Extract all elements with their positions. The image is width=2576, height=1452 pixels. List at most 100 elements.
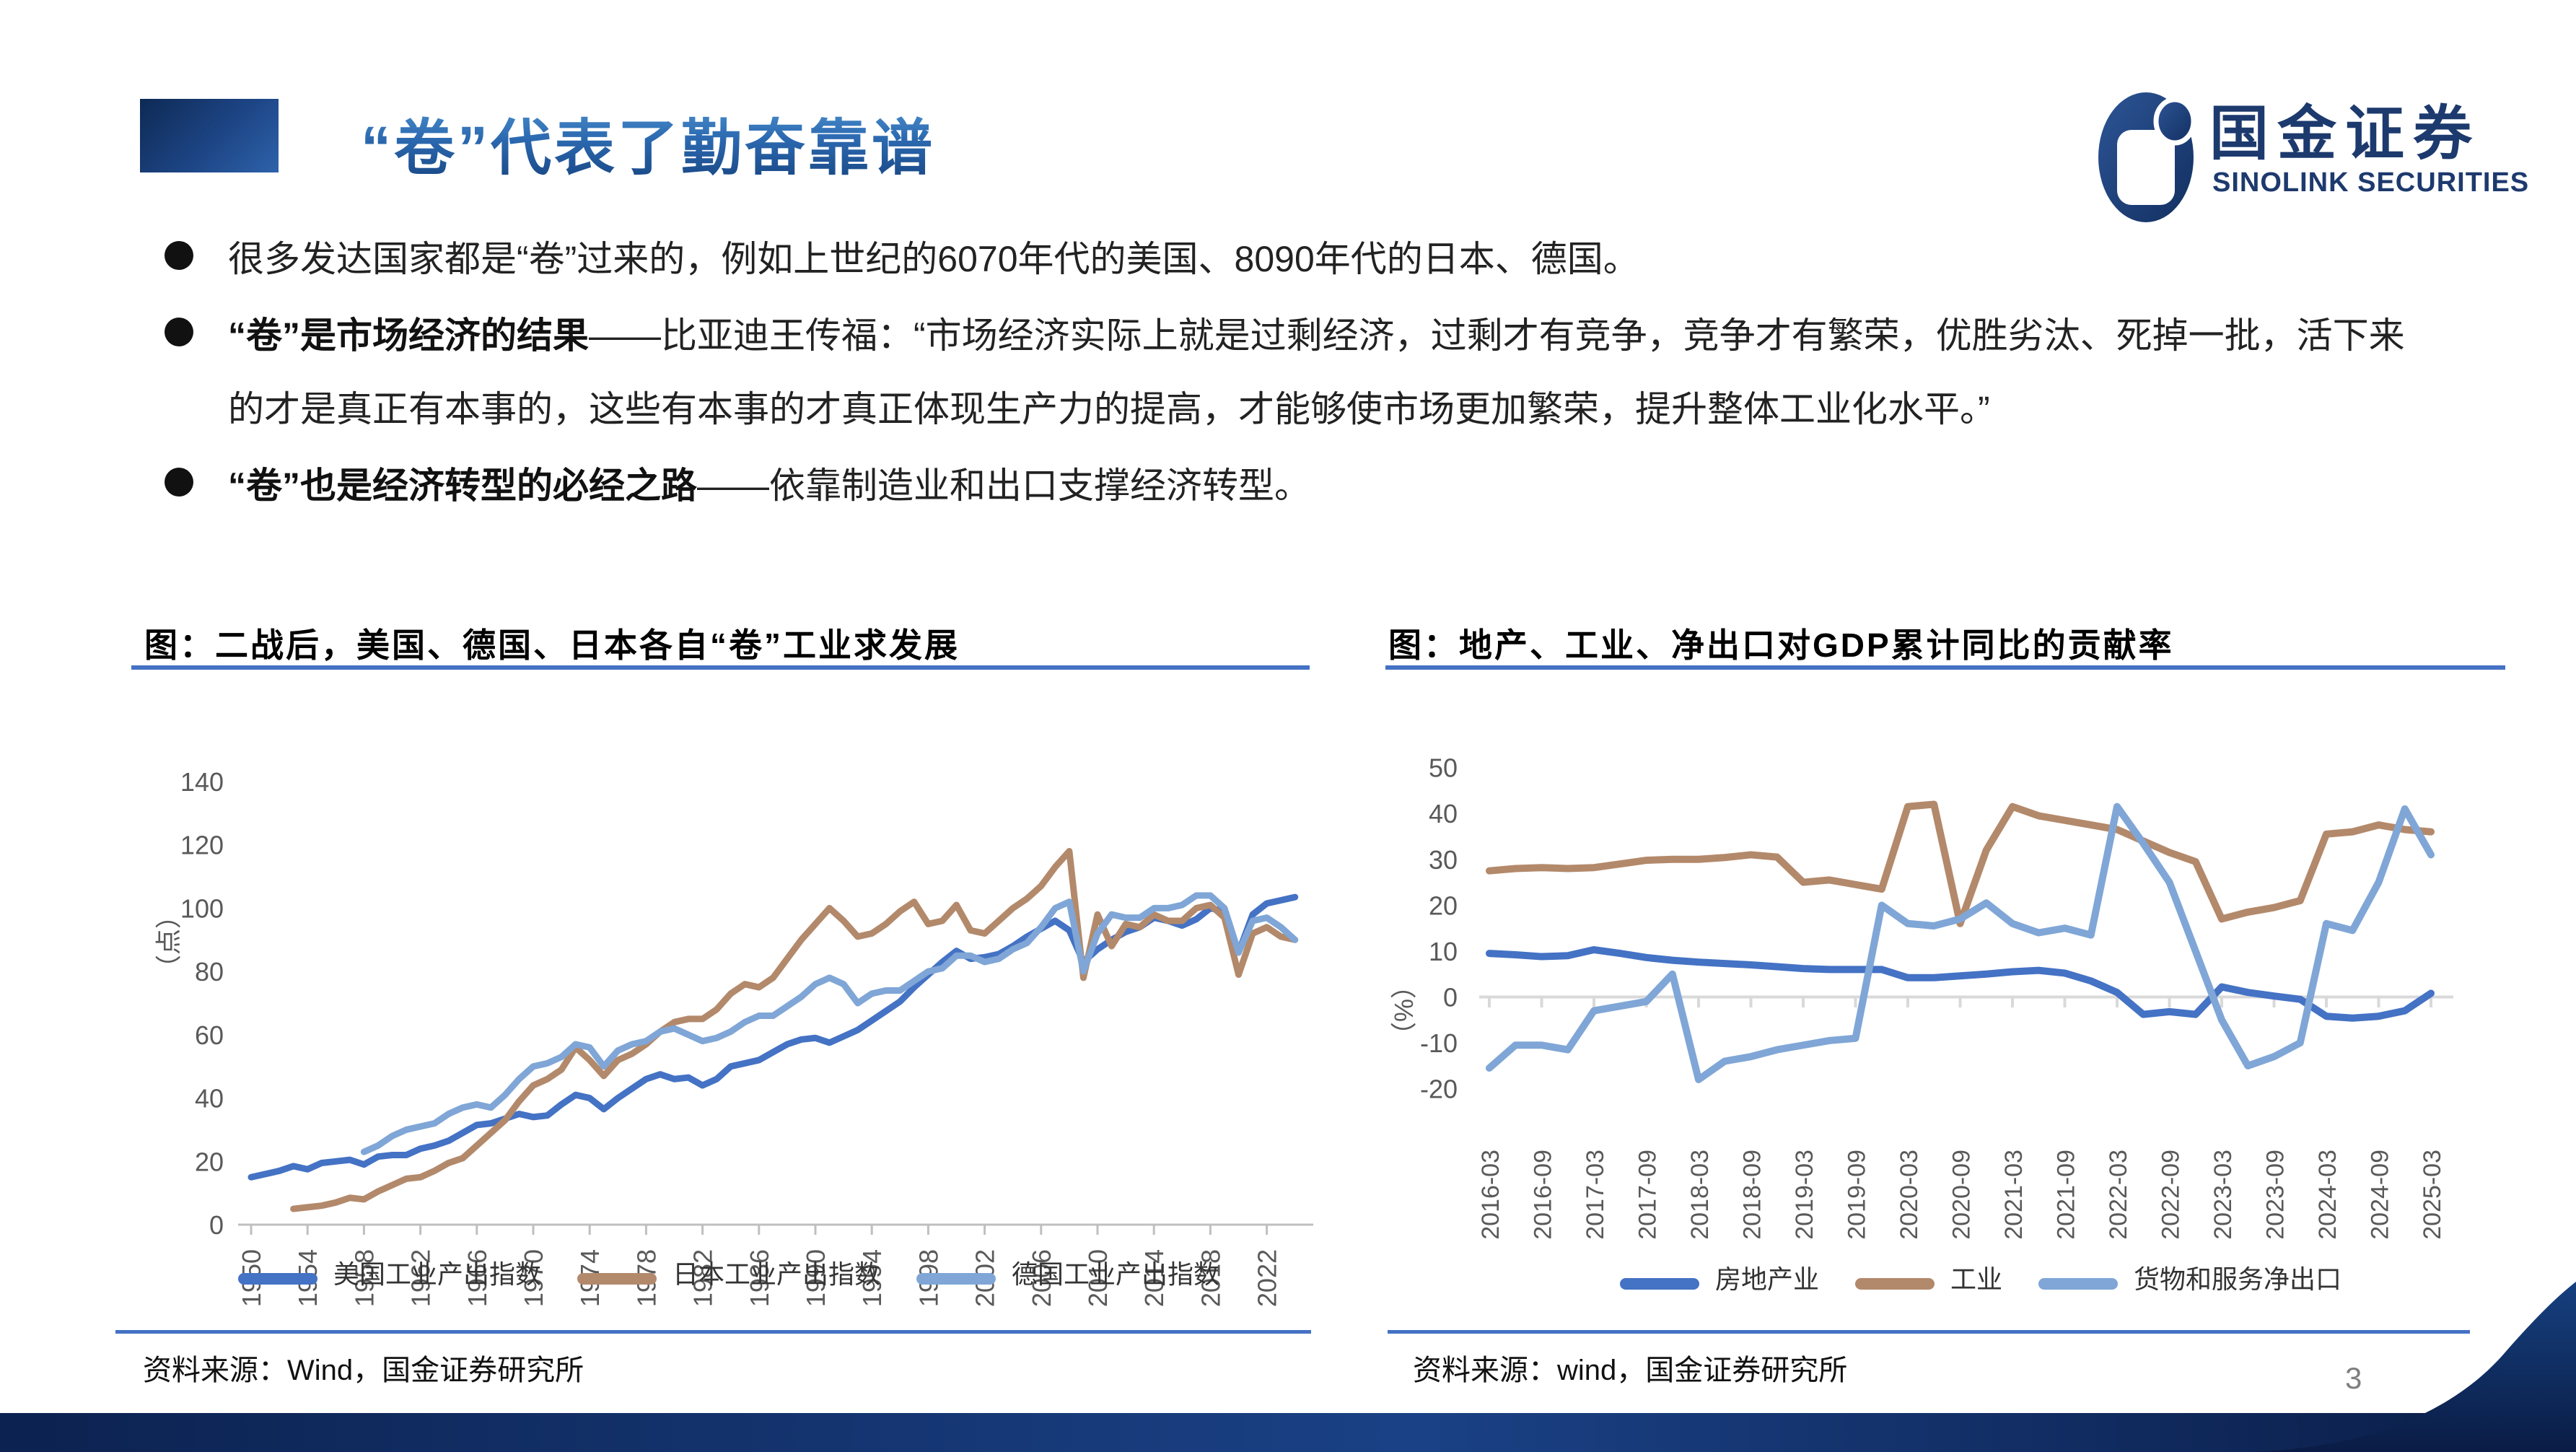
svg-text:房地产业: 房地产业: [1715, 1264, 1819, 1294]
svg-text:60: 60: [195, 1020, 224, 1050]
svg-text:40: 40: [1429, 799, 1458, 828]
bullet-dot-icon: [165, 318, 193, 346]
left-chart-legend-item-0: 美国工业产出指数: [238, 1259, 541, 1289]
right-source-rule: [1388, 1330, 2470, 1334]
left-source-rule: [115, 1330, 1311, 1334]
right-chart-title: 图：地产、工业、净出口对GDP累计同比的贡献率: [1388, 626, 2174, 664]
bullet-dot-icon: [165, 468, 193, 497]
bullet-3-text: ——依靠制造业和出口支撑经济转型。: [697, 465, 1310, 506]
left-chart-title-rule: [131, 665, 1310, 670]
left-chart-svg: 1950195419581962196619701974197819821986…: [154, 767, 1313, 1307]
svg-text:（%）: （%）: [1389, 973, 1419, 1048]
left-chart: 1950195419581962196619701974197819821986…: [115, 682, 1335, 1324]
left-chart-legend-item-2: 德国工业产出指数: [916, 1259, 1219, 1289]
svg-text:美国工业产出指数: 美国工业产出指数: [333, 1259, 541, 1289]
left-chart-title: 图：二战后，美国、德国、日本各自“卷”工业求发展: [144, 626, 960, 664]
svg-text:-20: -20: [1420, 1075, 1458, 1104]
left-chart-legend-item-1: 日本工业产出指数: [577, 1259, 880, 1289]
svg-text:货物和服务净出口: 货物和服务净出口: [2134, 1264, 2341, 1294]
footer-swoosh: [2251, 1282, 2576, 1452]
company-logo: [2085, 65, 2562, 224]
series-line-美国工业产出指数: [247, 893, 1299, 1181]
svg-text:2010: 2010: [1083, 1249, 1113, 1307]
right-source-text: 资料来源：wind，国金证券研究所: [1413, 1355, 1848, 1386]
svg-text:2018-03: 2018-03: [1686, 1150, 1714, 1240]
svg-text:80: 80: [195, 957, 224, 987]
svg-text:2016-09: 2016-09: [1530, 1150, 1557, 1240]
series-line-德国工业产出指数: [360, 892, 1299, 1155]
svg-text:1990: 1990: [801, 1249, 831, 1307]
series-line-工业: [1486, 800, 2435, 927]
svg-text:1994: 1994: [857, 1249, 887, 1307]
svg-text:100: 100: [180, 893, 224, 923]
svg-text:2018: 2018: [1196, 1249, 1225, 1307]
svg-text:1966: 1966: [463, 1249, 492, 1307]
svg-text:2021-03: 2021-03: [2000, 1150, 2028, 1240]
svg-text:2024-09: 2024-09: [2367, 1150, 2394, 1240]
svg-text:2024-03: 2024-03: [2314, 1150, 2341, 1240]
svg-text:2023-09: 2023-09: [2262, 1150, 2290, 1240]
svg-text:140: 140: [180, 767, 224, 797]
svg-text:2006: 2006: [1027, 1249, 1056, 1307]
svg-text:20: 20: [195, 1147, 224, 1176]
series-line-日本工业产出指数: [290, 847, 1299, 1212]
bullet-item-2: “卷”是市场经济的结果——比亚迪王传福：“市场经济实际上就是过剩经济，过剩才有竞…: [165, 299, 2423, 446]
svg-text:1982: 1982: [688, 1249, 718, 1307]
right-chart-svg: 2016-03 2016-09 2017-03 2017-09 2018-03 2018-…: [1389, 753, 2453, 1294]
svg-text:2016-03: 2016-03: [1477, 1150, 1504, 1240]
right-chart: 2016-03 2016-09 2017-03 2017-09 2018-03 2018-…: [1371, 682, 2576, 1324]
svg-text:40: 40: [195, 1084, 224, 1114]
svg-text:2022-09: 2022-09: [2157, 1150, 2185, 1240]
svg-text:1986: 1986: [745, 1249, 774, 1307]
svg-text:2023-03: 2023-03: [2209, 1150, 2237, 1240]
bullet-2-bold: “卷”是市场经济的结果: [228, 315, 589, 356]
svg-text:0: 0: [1443, 983, 1458, 1013]
svg-text:2017-03: 2017-03: [1582, 1150, 1609, 1240]
svg-text:10: 10: [1429, 937, 1458, 966]
bullet-dot-icon: [165, 241, 193, 270]
svg-text:2018-09: 2018-09: [1739, 1150, 1766, 1240]
right-chart-legend-item-2: 货物和服务净出口: [2038, 1264, 2341, 1294]
svg-text:1962: 1962: [406, 1249, 436, 1307]
page-number: 3: [2345, 1361, 2362, 1395]
sinolink-logo-icon: [2098, 92, 2196, 222]
svg-text:30: 30: [1429, 845, 1458, 875]
svg-text:-10: -10: [1420, 1028, 1458, 1058]
svg-text:1970: 1970: [519, 1249, 548, 1307]
svg-text:2020-09: 2020-09: [1948, 1150, 1976, 1240]
right-chart-legend-item-1: 工业: [1855, 1264, 2002, 1294]
svg-text:120: 120: [180, 831, 224, 860]
right-chart-legend-item-0: 房地产业: [1620, 1264, 1819, 1294]
page-title: “卷”代表了勤奋靠谱: [361, 100, 935, 187]
footer-strip: [0, 1413, 2576, 1452]
bullet-3-bold: “卷”也是经济转型的必经之路: [228, 465, 697, 506]
bullet-item-1: 很多发达国家都是“卷”过来的，例如上世纪的6070年代的美国、8090年代的日本…: [165, 222, 2423, 296]
svg-text:2014: 2014: [1139, 1249, 1169, 1307]
svg-text:2019-09: 2019-09: [1844, 1150, 1871, 1240]
svg-text:20: 20: [1429, 891, 1458, 920]
svg-text:日本工业产出指数: 日本工业产出指数: [673, 1259, 880, 1289]
series-line-房地产业: [1486, 946, 2435, 1022]
logo-cn-text: 国金证券: [2209, 101, 2481, 167]
footer-bar: [0, 1282, 2576, 1452]
bullet-item-3: “卷”也是经济转型的必经之路——依靠制造业和出口支撑经济转型。: [165, 449, 2423, 522]
series-line-货物和服务净出口: [1486, 802, 2435, 1083]
right-chart-title-rule: [1385, 665, 2505, 670]
bullet-1-text: 很多发达国家都是“卷”过来的，例如上世纪的6070年代的美国、8090年代的日本…: [228, 239, 1639, 279]
title-accent-block: [140, 99, 279, 172]
svg-text:2020-03: 2020-03: [1896, 1150, 1923, 1240]
bullet-list: 很多发达国家都是“卷”过来的，例如上世纪的6070年代的美国、8090年代的日本…: [165, 222, 2423, 525]
svg-text:德国工业产出指数: 德国工业产出指数: [1012, 1259, 1219, 1289]
svg-text:工业: 工业: [1950, 1264, 2002, 1294]
logo-en-text: SINOLINK SECURITIES: [2212, 167, 2530, 198]
svg-text:2019-03: 2019-03: [1791, 1150, 1818, 1240]
svg-text:2025-03: 2025-03: [2419, 1150, 2446, 1240]
svg-text:2022-03: 2022-03: [2105, 1150, 2132, 1240]
left-source-text: 资料来源：Wind，国金证券研究所: [143, 1355, 584, 1386]
svg-text:（点）: （点）: [154, 903, 183, 981]
svg-text:1958: 1958: [349, 1249, 379, 1307]
svg-text:0: 0: [209, 1210, 224, 1240]
svg-text:2017-09: 2017-09: [1634, 1150, 1662, 1240]
svg-text:2021-09: 2021-09: [2053, 1150, 2080, 1240]
